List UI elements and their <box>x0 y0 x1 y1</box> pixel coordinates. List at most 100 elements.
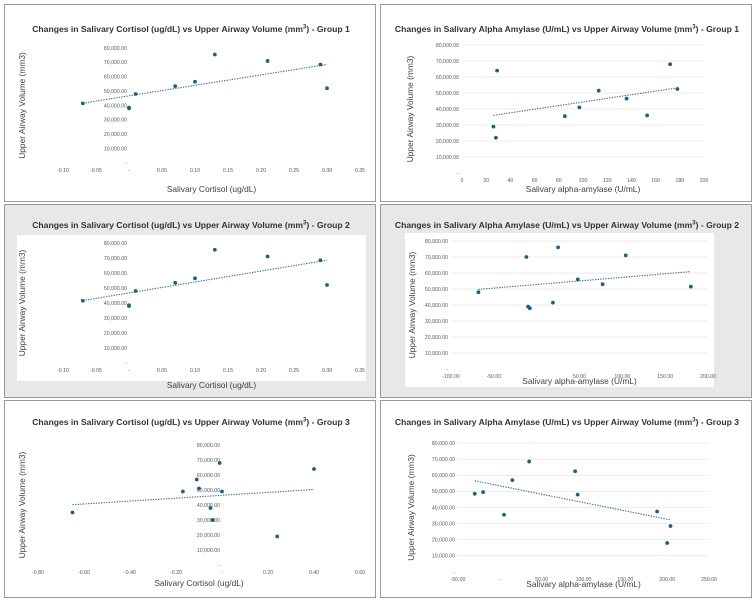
x-tick-label: 80 <box>556 178 562 184</box>
y-tick-label: 70,000.00 <box>425 255 448 261</box>
x-tick-label: -0.60 <box>78 570 90 576</box>
chart-title: Changes in Salivary Cortisol (ug/dL) vs … <box>32 220 350 230</box>
y-tick-label: 30,000.00 <box>104 316 127 322</box>
x-tick-label: 0.40 <box>309 570 319 576</box>
data-point <box>325 283 329 287</box>
chart-title: Changes in Salivary Alpha Amylase (U/mL)… <box>395 220 739 230</box>
x-tick-label: 60 <box>532 178 538 184</box>
x-tick-label: 20 <box>483 178 489 184</box>
chart-panel-cortisol-group-2: Changes in Salivary Cortisol (ug/dL) vs … <box>4 204 376 398</box>
data-point <box>220 489 224 494</box>
x-axis-title: Salivary alpha-amylase (U/mL) <box>526 579 641 589</box>
x-tick-label: 0.10 <box>190 168 200 174</box>
data-point <box>493 135 498 140</box>
data-point <box>472 491 477 496</box>
chart-title: Changes in Salivary Alpha Amylase (U/mL)… <box>395 24 739 34</box>
x-tick-label: - <box>221 570 223 576</box>
x-tick-label: 50.00 <box>535 577 548 583</box>
y-tick-label: 60,000.00 <box>104 75 127 81</box>
data-point <box>133 289 138 293</box>
y-tick-label: 50,000.00 <box>104 89 127 95</box>
x-tick-label: 160 <box>651 178 660 184</box>
data-point <box>173 84 178 88</box>
data-point <box>577 105 582 110</box>
y-axis-title: Upper Airway Volume (mm3) <box>407 252 417 359</box>
data-point <box>491 124 496 129</box>
trendline <box>478 271 691 290</box>
x-tick-label: -0.05 <box>90 168 102 174</box>
data-point <box>208 506 213 510</box>
data-point <box>623 253 628 258</box>
y-tick-label: 80,000.00 <box>104 46 127 52</box>
data-point <box>551 300 555 305</box>
data-point <box>556 245 560 250</box>
data-point <box>181 489 185 494</box>
y-tick-label: 60,000.00 <box>425 271 448 277</box>
y-tick-label: 60,000.00 <box>197 473 220 479</box>
data-point <box>575 277 580 282</box>
y-axis-title: Upper Airway Volume (mm3) <box>406 454 416 561</box>
chart-svg: Changes in Salivary Alpha Amylase (U/mL)… <box>395 220 739 387</box>
data-point <box>127 106 131 111</box>
data-point <box>275 534 280 539</box>
x-tick-label: - <box>536 374 538 380</box>
y-tick-label: 20,000.00 <box>425 335 448 341</box>
chart-svg: Changes in Salivary Cortisol (ug/dL) vs … <box>17 220 366 390</box>
data-point <box>212 247 217 252</box>
x-tick-label: 0.35 <box>355 168 365 174</box>
x-tick-label: - <box>128 368 130 374</box>
data-point <box>645 113 650 118</box>
x-tick-label: 0.60 <box>355 570 365 576</box>
y-tick-label: 40,000.00 <box>104 103 127 109</box>
y-tick-label: 70,000.00 <box>436 59 459 65</box>
y-tick-label: 10,000.00 <box>436 155 459 161</box>
y-axis-title: Upper Airway Volume (mm3) <box>17 250 27 357</box>
x-tick-label: 0.30 <box>322 168 332 174</box>
x-tick-label: -0.10 <box>57 168 69 174</box>
x-tick-label: 0.20 <box>256 168 266 174</box>
trendline <box>82 63 328 104</box>
x-tick-label: 100.00 <box>614 374 630 380</box>
x-tick-label: 0.05 <box>157 168 167 174</box>
chart-title: Changes in Salivary Cortisol (ug/dL) vs … <box>32 24 350 34</box>
x-tick-label: 200.00 <box>659 577 675 583</box>
x-tick-label: 250.00 <box>701 577 717 583</box>
x-tick-label: 200.00 <box>700 374 716 380</box>
data-point <box>476 290 481 295</box>
data-point <box>133 92 138 96</box>
x-tick-label: 100 <box>579 178 588 184</box>
x-tick-label: 150.00 <box>657 374 673 380</box>
y-tick-label: 20,000.00 <box>104 331 127 337</box>
data-point <box>312 467 316 471</box>
x-tick-label: 120 <box>603 178 612 184</box>
x-tick-label: 0.25 <box>289 368 299 374</box>
data-point <box>562 114 567 119</box>
chart-svg: Changes in Salivary Cortisol (ug/dL) vs … <box>17 24 365 194</box>
data-point <box>668 62 673 67</box>
x-axis-title: Salivary alpha-amylase (U/mL) <box>522 376 637 386</box>
x-tick-label: 180 <box>675 178 684 184</box>
trendline <box>493 87 678 116</box>
x-tick-label: 200 <box>700 178 709 184</box>
trendline <box>474 480 671 521</box>
data-point <box>495 68 499 73</box>
y-tick-label: 20,000.00 <box>436 139 459 145</box>
data-point <box>193 79 197 84</box>
y-tick-label: 10,000.00 <box>432 554 455 560</box>
data-point <box>510 478 515 482</box>
data-point <box>173 280 178 285</box>
x-tick-label: 40 <box>508 178 514 184</box>
y-axis-title: Upper Airway Volume (mm3) <box>17 452 27 559</box>
x-tick-label: 0.15 <box>223 368 233 374</box>
x-axis-title: Salivary Cortisol (ug/dL) <box>154 578 244 588</box>
x-tick-label: - <box>499 577 501 583</box>
data-point <box>655 509 660 514</box>
data-point <box>265 254 270 259</box>
y-tick-label: 80,000.00 <box>425 239 448 245</box>
y-tick-label: - <box>218 563 220 569</box>
y-tick-label: 80,000.00 <box>436 43 459 49</box>
y-tick-label: 80,000.00 <box>104 241 127 247</box>
data-point <box>524 255 529 259</box>
x-tick-label: -50.00 <box>486 374 501 380</box>
x-axis-title: Salivary alpha-amylase (U/mL) <box>526 184 641 194</box>
